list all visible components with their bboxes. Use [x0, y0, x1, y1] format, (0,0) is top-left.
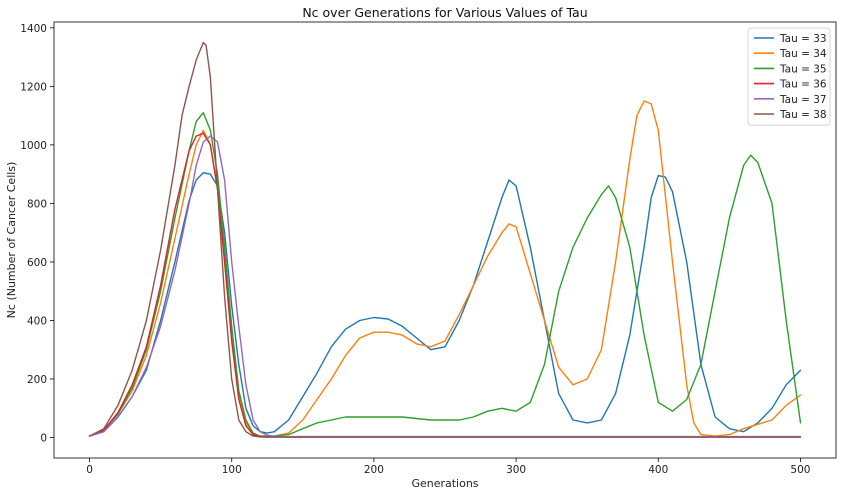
x-axis-title: Generations: [411, 477, 478, 490]
legend-label: Tau = 37: [779, 94, 827, 106]
legend-label: Tau = 35: [779, 63, 827, 75]
x-tick-label: 400: [648, 464, 668, 476]
plot-area: [88, 41, 802, 438]
legend-box: [747, 27, 831, 126]
plot-frame: [53, 21, 837, 459]
x-tick-label: 300: [506, 464, 526, 476]
y-tick-label: 1400: [20, 23, 47, 35]
y-tick-label: 1200: [20, 81, 47, 93]
legend-label: Tau = 33: [779, 33, 827, 45]
y-tick-label: 200: [27, 374, 47, 386]
legend-label: Tau = 36: [779, 79, 827, 91]
y-tick-label: 800: [27, 198, 47, 210]
series-line-1: [88, 171, 802, 437]
y-tick-label: 0: [40, 433, 47, 445]
x-tick-label: 0: [86, 464, 93, 476]
x-axis: 0 100 200 300 400 500: [86, 458, 810, 476]
legend-label: Tau = 34: [779, 48, 827, 60]
x-tick-label: 200: [364, 464, 384, 476]
series-line-3: [88, 111, 802, 437]
y-tick-label: 600: [27, 257, 47, 269]
series-line-6: [88, 41, 802, 438]
chart-title: Nc over Generations for Various Values o…: [302, 5, 587, 20]
legend: Tau = 33 Tau = 34 Tau = 35 Tau = 36 Tau = 37…: [747, 27, 831, 126]
series-line-4: [88, 132, 802, 438]
y-tick-label: 1000: [20, 140, 47, 152]
y-tick-label: 400: [27, 315, 47, 327]
legend-label: Tau = 38: [779, 109, 827, 121]
x-tick-label: 500: [790, 464, 810, 476]
y-axis-title: Nc (Number of Cancer Cells): [5, 162, 18, 319]
y-axis: 0 200 400 600 800 1000 1200 1400: [20, 23, 54, 445]
x-tick-label: 100: [222, 464, 242, 476]
series-line-2: [88, 100, 802, 437]
